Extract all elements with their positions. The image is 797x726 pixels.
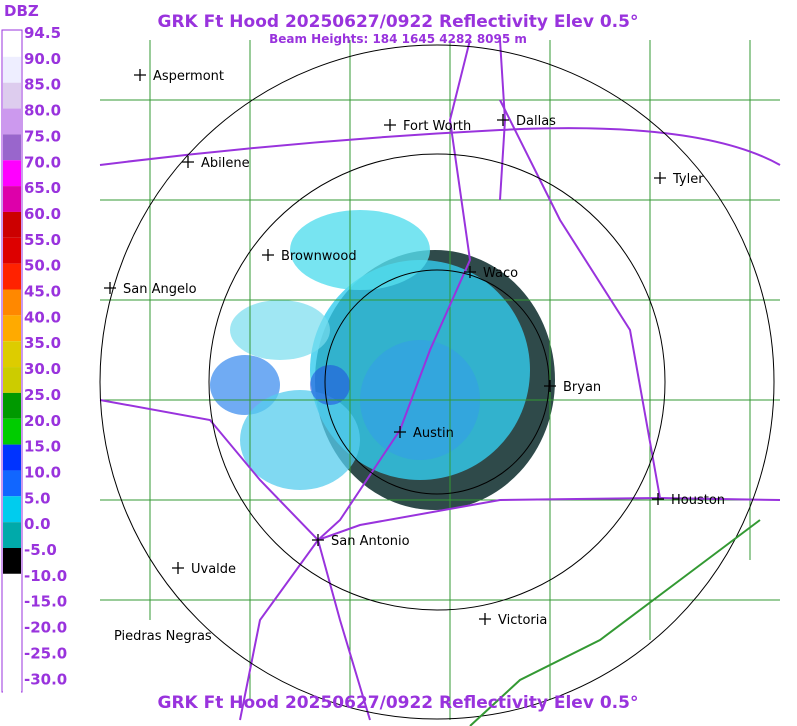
legend-label: 35.0 — [24, 334, 61, 352]
legend-swatch — [3, 82, 21, 109]
city-marker — [182, 156, 194, 168]
legend-swatch — [3, 573, 21, 600]
legend-label: -10.0 — [24, 567, 67, 585]
legend-label: 60.0 — [24, 205, 61, 223]
legend-label: 25.0 — [24, 386, 61, 404]
city-label: Austin — [413, 426, 454, 441]
city-marker — [652, 493, 664, 505]
legend-label: 80.0 — [24, 102, 61, 120]
city-label: Tyler — [672, 172, 704, 187]
legend-label: -5.0 — [24, 541, 57, 559]
legend-label: 15.0 — [24, 438, 61, 456]
legend-swatch — [3, 186, 21, 212]
legend-swatch — [3, 548, 21, 574]
legend-swatch — [3, 444, 21, 471]
legend-swatch — [3, 315, 21, 342]
legend-swatch — [3, 263, 21, 290]
city-marker — [384, 119, 396, 131]
legend-label: 75.0 — [24, 127, 61, 145]
city-marker — [172, 562, 184, 574]
legend-swatch — [3, 160, 21, 187]
legend-label: 50.0 — [24, 257, 61, 275]
city-label: San Antonio — [331, 534, 410, 549]
legend-label: 70.0 — [24, 153, 61, 171]
city-label: Piedras Negras — [114, 629, 212, 644]
legend-label: 90.0 — [24, 50, 61, 68]
legend-label: 40.0 — [24, 308, 61, 326]
city-label: Victoria — [498, 613, 547, 628]
legend-label: 65.0 — [24, 179, 61, 197]
city-label: Bryan — [563, 380, 601, 395]
legend-swatch — [3, 289, 21, 316]
legend-swatch — [3, 625, 21, 652]
city-marker — [654, 172, 666, 184]
range-rings — [99, 44, 775, 720]
city-label: Brownwood — [281, 249, 357, 264]
legend-label: 10.0 — [24, 463, 61, 481]
legend-label: -25.0 — [24, 644, 67, 662]
legend-label: 94.5 — [24, 24, 61, 42]
city-marker — [394, 426, 406, 438]
legend-label: 20.0 — [24, 412, 61, 430]
city-label: Dallas — [516, 114, 556, 129]
legend-swatch — [3, 56, 21, 83]
legend-label: 85.0 — [24, 76, 61, 94]
city-marker — [497, 114, 509, 126]
city-marker — [464, 266, 476, 278]
legend-label: 45.0 — [24, 283, 61, 301]
city-label: Houston — [671, 493, 725, 508]
subtitle: Beam Heights: 184 1645 4282 8095 m — [269, 32, 527, 46]
city-label: Waco — [483, 266, 518, 281]
legend-swatch — [3, 341, 21, 368]
legend-label: 5.0 — [24, 489, 51, 507]
legend-swatch — [3, 134, 21, 161]
legend-label: 55.0 — [24, 231, 61, 249]
city-marker — [312, 534, 324, 546]
county-lines — [100, 40, 780, 720]
legend-label: -15.0 — [24, 593, 67, 611]
legend-label: 0.0 — [24, 515, 51, 533]
city-label: Abilene — [201, 156, 250, 171]
legend-swatch — [3, 31, 21, 57]
city-label: Uvalde — [191, 562, 236, 577]
city-label: Fort Worth — [403, 119, 471, 134]
legend-swatch — [3, 677, 21, 704]
legend-swatch — [3, 496, 21, 523]
legend-label: 30.0 — [24, 360, 61, 378]
legend-swatch — [3, 108, 21, 135]
legend-swatch — [3, 651, 21, 678]
title: GRK Ft Hood 20250627/0922 Reflectivity E… — [158, 12, 639, 32]
legend-swatch — [3, 599, 21, 626]
legend-swatch — [3, 211, 21, 238]
legend-swatch — [3, 237, 21, 264]
city-marker — [262, 249, 274, 261]
footer-title: GRK Ft Hood 20250627/0922 Reflectivity E… — [158, 693, 639, 713]
legend-swatch — [3, 470, 21, 497]
city-marker — [544, 380, 556, 392]
legend: 94.5 90.0 85.0 80.0 75.0 70.0 65.0 60.0 55.0 50.0… — [1, 24, 67, 704]
legend-unit: DBZ — [4, 2, 39, 20]
legend-swatch — [3, 522, 21, 548]
city-label: San Angelo — [123, 282, 197, 297]
legend-swatch — [3, 418, 21, 445]
coastline — [469, 519, 761, 726]
city-label: Aspermont — [153, 69, 224, 84]
legend-swatch — [3, 367, 21, 393]
city-marker — [479, 613, 491, 625]
city-marker — [104, 282, 116, 294]
legend-swatch — [3, 392, 21, 419]
cities: Aspermont Fort Worth Dallas Abilene Tyler Bro… — [104, 69, 725, 644]
city-marker — [134, 69, 146, 81]
legend-label: -30.0 — [24, 670, 67, 688]
legend-label: -20.0 — [24, 619, 67, 637]
